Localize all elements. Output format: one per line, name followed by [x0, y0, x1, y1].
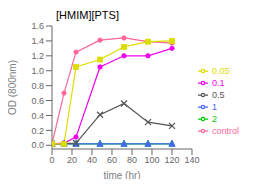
svg-text:time (hr): time (hr): [103, 170, 140, 179]
svg-text:40: 40: [87, 155, 97, 165]
svg-text:60: 60: [107, 155, 117, 165]
svg-text:140: 140: [184, 155, 199, 165]
html-text:0.1: 0.1: [212, 77, 225, 88]
html-text:control: control: [212, 125, 239, 136]
html-text:0.05: 0.05: [212, 65, 230, 76]
svg-text:0.4: 0.4: [31, 111, 44, 121]
html-text:1: 1: [212, 101, 217, 112]
svg-text:1.6: 1.6: [31, 22, 44, 31]
svg-text:80: 80: [127, 155, 137, 165]
svg-text:0: 0: [49, 155, 54, 165]
html-text:[HMIM][PTS]: [HMIM][PTS]: [56, 9, 119, 21]
html-text:0.5: 0.5: [212, 89, 225, 100]
html-text:2: 2: [212, 113, 217, 124]
svg-text:OD (800nm): OD (800nm): [8, 60, 18, 115]
svg-text:0.6: 0.6: [31, 96, 44, 106]
svg-text:0.8: 0.8: [31, 81, 44, 91]
svg-text:1.4: 1.4: [31, 36, 44, 46]
svg-text:1.2: 1.2: [31, 51, 44, 61]
svg-text:0.0: 0.0: [31, 140, 44, 150]
svg-text:0.2: 0.2: [31, 126, 44, 136]
svg-text:120: 120: [164, 155, 179, 165]
svg-text:100: 100: [144, 155, 159, 165]
svg-text:1.0: 1.0: [31, 66, 44, 76]
svg-text:20: 20: [67, 155, 77, 165]
